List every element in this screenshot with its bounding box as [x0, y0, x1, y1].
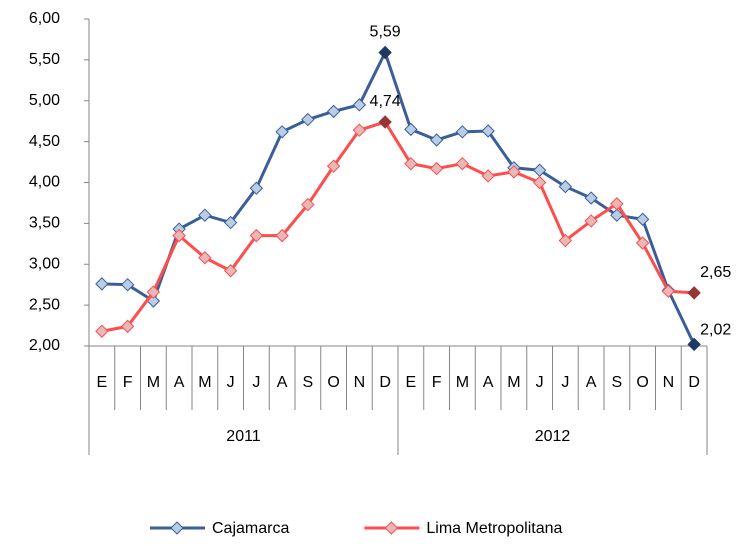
- y-tick-label: 4,50: [29, 133, 60, 150]
- marker: [326, 159, 341, 173]
- marker: [95, 277, 109, 291]
- marker: [146, 285, 161, 299]
- x-tick-label: M: [198, 374, 211, 391]
- x-tick-label: N: [354, 374, 366, 391]
- x-tick-label: M: [507, 374, 520, 391]
- marker: [223, 264, 238, 278]
- x-tick-label: A: [174, 374, 185, 391]
- marker: [429, 161, 444, 176]
- legend-label: Lima Metropolitana: [426, 520, 562, 537]
- x-tick-label: A: [277, 374, 288, 391]
- marker: [275, 125, 289, 139]
- marker: [635, 236, 650, 250]
- y-tick-label: 2,50: [29, 296, 60, 313]
- group-label: 2011: [226, 428, 261, 445]
- x-tick-label: E: [406, 374, 417, 391]
- y-tick-label: 4,00: [29, 174, 60, 191]
- x-tick-label: E: [97, 374, 108, 391]
- marker: [301, 112, 315, 127]
- marker: [687, 337, 701, 352]
- x-tick-label: F: [123, 374, 133, 391]
- data-label: 2,02: [700, 322, 731, 339]
- marker: [95, 324, 109, 338]
- x-tick-label: D: [379, 374, 391, 391]
- x-tick-label: O: [636, 374, 648, 391]
- x-tick-label: F: [432, 374, 442, 391]
- marker: [584, 214, 598, 228]
- x-tick-label: D: [688, 374, 700, 391]
- x-tick-label: S: [303, 374, 314, 391]
- y-tick-label: 2,00: [29, 337, 60, 354]
- marker: [120, 319, 135, 334]
- marker: [661, 284, 676, 298]
- x-tick-label: J: [252, 374, 260, 391]
- marker: [352, 98, 367, 112]
- series-line: [101, 120, 695, 333]
- legend-marker: [384, 521, 399, 535]
- marker: [558, 233, 573, 248]
- y-tick-label: 5,00: [29, 92, 60, 109]
- marker: [404, 122, 418, 137]
- data-label: 5,59: [370, 24, 401, 41]
- y-tick-label: 5,50: [29, 51, 60, 68]
- marker: [326, 104, 341, 119]
- x-tick-label: M: [456, 374, 469, 391]
- legend-label: Cajamarca: [212, 520, 289, 537]
- x-tick-label: J: [536, 374, 544, 391]
- marker: [610, 208, 624, 222]
- marker: [610, 197, 624, 211]
- marker: [198, 208, 212, 222]
- marker: [378, 115, 392, 129]
- marker: [378, 45, 392, 60]
- marker: [481, 124, 495, 138]
- x-tick-label: A: [483, 374, 494, 391]
- marker: [558, 179, 573, 194]
- x-tick-label: N: [663, 374, 675, 391]
- marker: [198, 251, 212, 265]
- legend-marker: [170, 521, 184, 535]
- x-tick-label: J: [227, 374, 235, 391]
- marker: [352, 123, 367, 137]
- marker: [249, 228, 264, 243]
- x-tick-label: M: [147, 374, 160, 391]
- data-label: 4,74: [370, 93, 401, 110]
- x-tick-label: O: [327, 374, 339, 391]
- y-tick-label: 3,00: [29, 255, 60, 272]
- marker: [429, 133, 444, 147]
- marker: [301, 197, 315, 212]
- marker: [455, 125, 470, 139]
- marker: [687, 286, 701, 300]
- y-tick-label: 3,50: [29, 215, 60, 232]
- marker: [275, 228, 289, 243]
- marker: [635, 212, 650, 226]
- y-tick-label: 6,00: [29, 10, 60, 27]
- marker: [481, 169, 495, 183]
- marker: [532, 175, 547, 190]
- data-label: 2,65: [700, 264, 731, 281]
- marker: [172, 228, 186, 243]
- marker: [584, 191, 598, 205]
- marker: [223, 215, 238, 230]
- group-label: 2012: [535, 428, 571, 445]
- marker: [404, 156, 418, 171]
- marker: [120, 277, 135, 292]
- x-tick-label: A: [586, 374, 597, 391]
- marker: [507, 165, 521, 179]
- x-tick-label: S: [612, 374, 623, 391]
- x-tick-label: J: [561, 374, 569, 391]
- marker: [455, 156, 470, 171]
- marker: [249, 181, 264, 195]
